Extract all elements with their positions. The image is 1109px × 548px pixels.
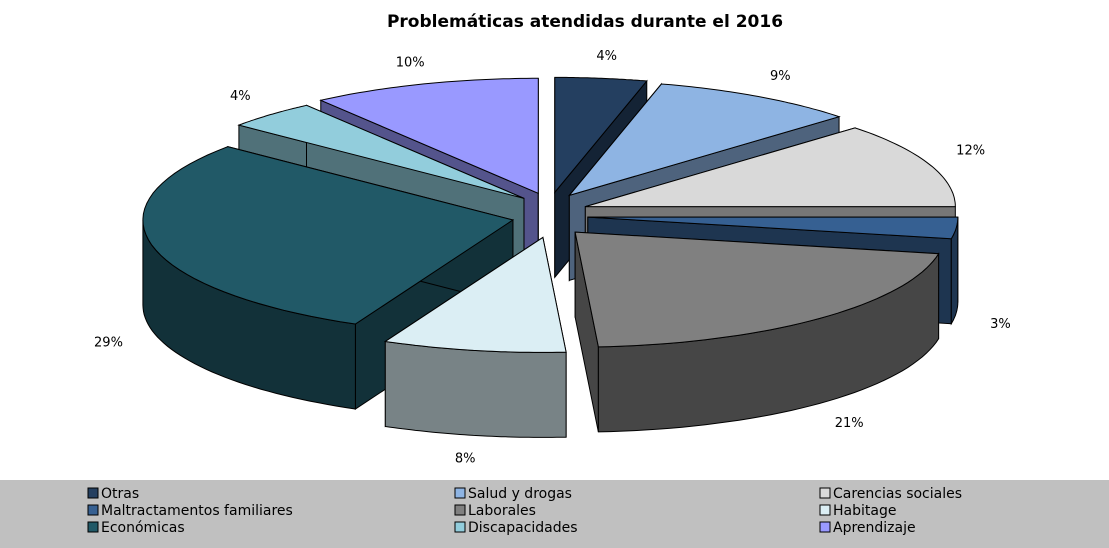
pie: 4% 9% 12% 3% 21% 8% 29% 4% 10%	[94, 49, 1011, 466]
chart-title: Problemáticas atendidas durante el 2016	[387, 12, 783, 32]
slice	[142, 146, 515, 325]
legend-label: Habitage	[833, 503, 896, 519]
slice	[383, 236, 567, 353]
legend-swatch	[87, 521, 99, 533]
legend-swatch	[454, 521, 466, 533]
legend-swatch	[87, 487, 99, 499]
legend-swatch	[819, 504, 831, 516]
slice-wall	[384, 340, 567, 438]
legend-label: Carencias sociales	[833, 486, 962, 502]
slice	[574, 231, 940, 348]
legend-label: Otras	[101, 486, 139, 502]
legend-swatch	[819, 521, 831, 533]
legend-swatch	[87, 504, 99, 516]
slice	[585, 127, 956, 208]
legend-label: Laborales	[468, 503, 536, 519]
legend-label: Económicas	[101, 520, 185, 536]
legend-label: Maltractamentos familiares	[101, 503, 293, 519]
data-label: 4%	[596, 49, 617, 64]
data-label: 12%	[956, 144, 985, 159]
data-label: 21%	[835, 416, 864, 431]
slice	[587, 216, 959, 240]
data-label: 9%	[770, 69, 791, 84]
data-label: 10%	[396, 55, 425, 70]
legend-swatch	[454, 487, 466, 499]
data-label: 8%	[455, 451, 476, 466]
data-label: 4%	[230, 89, 251, 104]
legend-swatch	[819, 487, 831, 499]
data-label: 3%	[990, 317, 1011, 332]
legend-label: Discapacidades	[468, 520, 578, 536]
slice	[554, 76, 648, 194]
slice	[319, 77, 539, 195]
legend-box	[0, 480, 1109, 548]
legend-label: Salud y drogas	[468, 486, 572, 502]
data-label: 29%	[94, 336, 123, 351]
slice	[567, 83, 841, 197]
slice	[237, 104, 525, 199]
legend: Otras Salud y drogas Carencias sociales Mal…	[87, 486, 962, 536]
legend-label: Aprendizaje	[833, 520, 916, 536]
legend-swatch	[454, 504, 466, 516]
